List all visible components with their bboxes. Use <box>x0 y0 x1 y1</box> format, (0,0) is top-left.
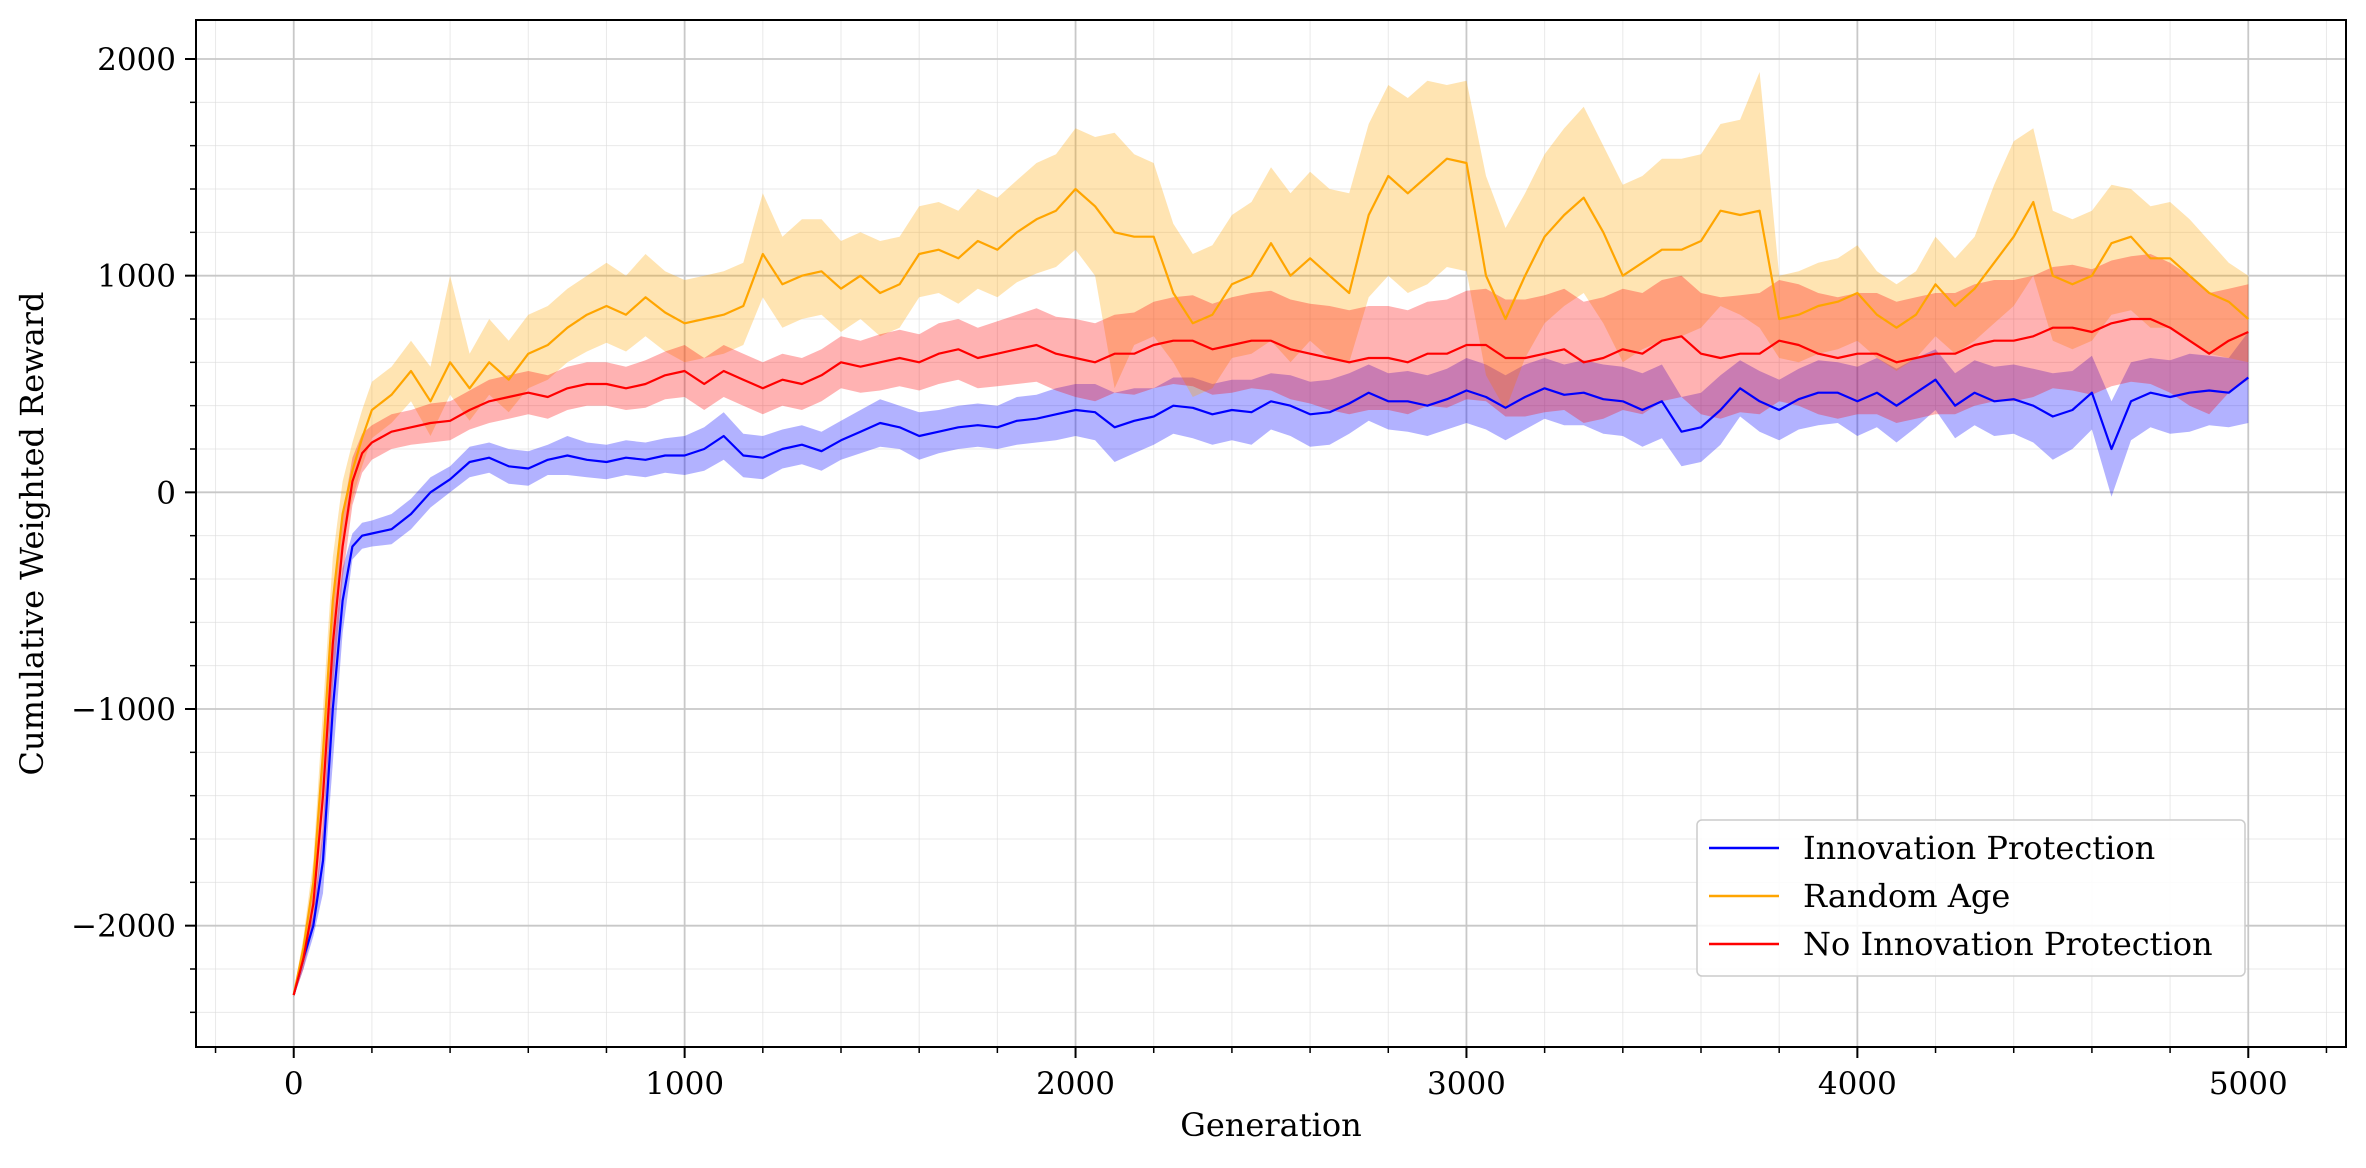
y-tick-label: 0 <box>156 475 176 511</box>
legend-box <box>1696 819 2246 977</box>
line-series-2 <box>292 317 2249 996</box>
band-series-1 <box>293 72 2249 998</box>
legend-label-1: Random Age <box>1803 877 2010 915</box>
y-tick-label: −2000 <box>71 909 176 945</box>
x-tick-label: 0 <box>284 1066 304 1102</box>
plot-frame <box>195 19 2347 1048</box>
axis-ticks <box>185 58 2328 1058</box>
line-series-0 <box>292 376 2249 996</box>
x-axis-title: Generation <box>1180 1106 1361 1144</box>
x-tick-label: 2000 <box>1036 1066 1115 1102</box>
band-series-0 <box>293 332 2249 998</box>
tick-labels: 0 1000 2000 3000 4000 5000 −2000 −1000 0 1000 2000 <box>71 42 2288 1102</box>
y-tick-label: 1000 <box>97 259 176 295</box>
series-lines <box>292 157 2250 996</box>
y-tick-label: −1000 <box>71 692 176 728</box>
x-tick-label: 1000 <box>645 1066 724 1102</box>
x-tick-label: 5000 <box>2209 1066 2288 1102</box>
x-tick-label: 3000 <box>1427 1066 1506 1102</box>
legend-items: Innovation Protection Random Age No Innova… <box>1709 829 2213 963</box>
y-tick-label: 2000 <box>97 42 176 78</box>
major-grid <box>196 20 2346 1047</box>
legend: Innovation Protection Random Age No Innova… <box>1696 819 2246 977</box>
line-series-1 <box>292 157 2250 996</box>
legend-label-2: No Innovation Protection <box>1803 925 2213 963</box>
legend-label-0: Innovation Protection <box>1803 829 2155 867</box>
y-axis-title: Cumulative Weighted Reward <box>13 292 51 776</box>
x-tick-label: 4000 <box>1818 1066 1897 1102</box>
